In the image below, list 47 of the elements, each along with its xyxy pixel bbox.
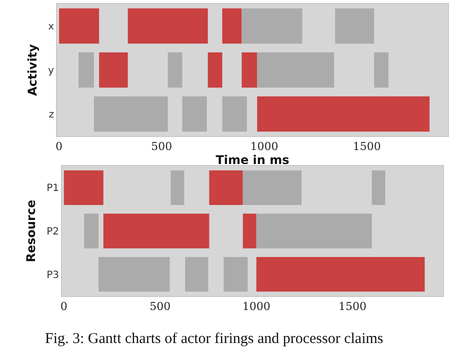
y-tick-label: x: [48, 22, 54, 32]
x-tick-label: 500: [151, 140, 172, 154]
bar: [335, 8, 374, 44]
bar: [64, 170, 104, 205]
x-tick-label: 0: [60, 300, 68, 314]
bar: [94, 96, 168, 132]
bar: [242, 170, 302, 205]
bar: [372, 170, 386, 205]
x-axis-title: Time in ms: [216, 153, 290, 168]
bar: [242, 8, 302, 44]
bar: [208, 52, 222, 88]
bar: [168, 52, 182, 88]
x-tick-label: 1000: [250, 140, 278, 154]
bar: [242, 52, 258, 88]
bar: [256, 214, 372, 248]
bar: [59, 8, 100, 44]
y-axis-title: Activity: [25, 44, 40, 96]
bar: [242, 214, 256, 248]
bar: [99, 52, 128, 88]
x-tick-label: 0: [56, 140, 63, 154]
x-tick-label: 1500: [352, 140, 381, 154]
bar: [84, 214, 99, 248]
bar: [78, 52, 94, 88]
bar: [374, 52, 388, 88]
y-axis-title: Resource: [24, 200, 38, 262]
bar: [170, 170, 184, 205]
caption: Fig. 3: Gantt charts of actor firings and processor claims: [45, 331, 384, 347]
y-tick-label: P2: [46, 226, 59, 238]
x-tick-label: 1500: [338, 300, 367, 314]
bar: [185, 257, 208, 292]
x-tick-label: 500: [150, 300, 171, 314]
bar: [209, 170, 243, 205]
y-tick-label: P1: [46, 183, 59, 194]
bar: [98, 257, 170, 292]
y-tick-label: P3: [46, 270, 59, 281]
bar: [128, 8, 208, 44]
bar: [257, 52, 334, 88]
bar: [222, 8, 242, 44]
y-tick-label: y: [48, 66, 54, 76]
bar: [222, 96, 247, 132]
bar: [257, 96, 430, 132]
bar: [256, 257, 425, 292]
bar: [224, 257, 248, 292]
y-tick-label: z: [48, 110, 54, 120]
x-tick-label: 1000: [242, 300, 270, 314]
bar: [182, 96, 207, 132]
bar: [103, 214, 210, 248]
